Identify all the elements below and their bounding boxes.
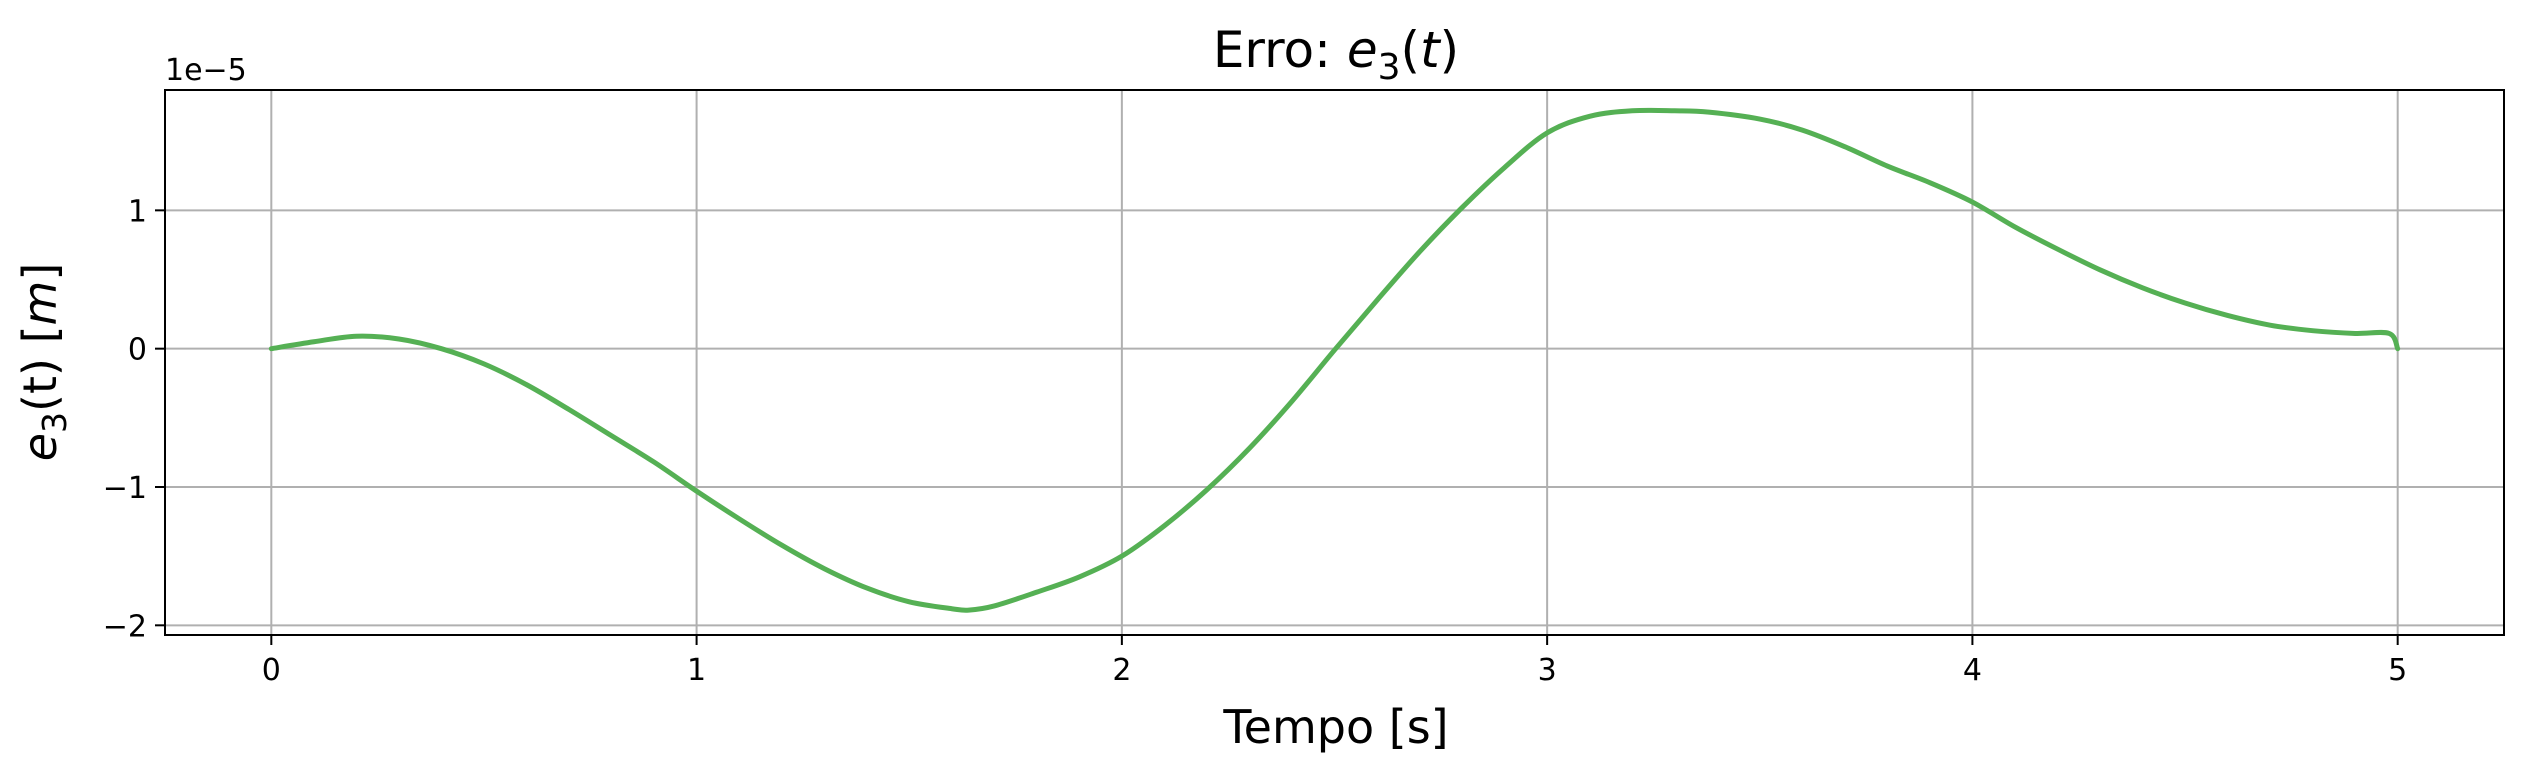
y-tick-label: 0 xyxy=(128,333,147,368)
x-tick-label: 5 xyxy=(2388,653,2407,688)
y-axis: −2 −1 0 1 xyxy=(103,194,165,644)
x-axis-title: Tempo [s] xyxy=(1222,700,1448,754)
x-tick-label: 3 xyxy=(1538,653,1557,688)
x-tick-label: 2 xyxy=(1112,653,1131,688)
plot-frame xyxy=(164,89,2505,636)
y-axis-title: e3(t) [m] xyxy=(13,263,74,462)
series-line xyxy=(268,107,2401,613)
series-layer xyxy=(268,107,2401,613)
x-tick-label: 0 xyxy=(262,653,281,688)
chart-title: Erro: e3(t) xyxy=(1213,21,1459,88)
y-tick-label: −1 xyxy=(103,471,147,506)
y-offset-label: 1e−5 xyxy=(165,53,247,88)
y-tick-label: −2 xyxy=(103,609,147,644)
x-tick-label: 4 xyxy=(1963,653,1982,688)
x-axis: 0 1 2 3 4 5 xyxy=(262,635,2407,688)
y-tick-label: 1 xyxy=(128,194,147,229)
x-tick-label: 1 xyxy=(687,653,706,688)
grid xyxy=(165,90,2504,635)
